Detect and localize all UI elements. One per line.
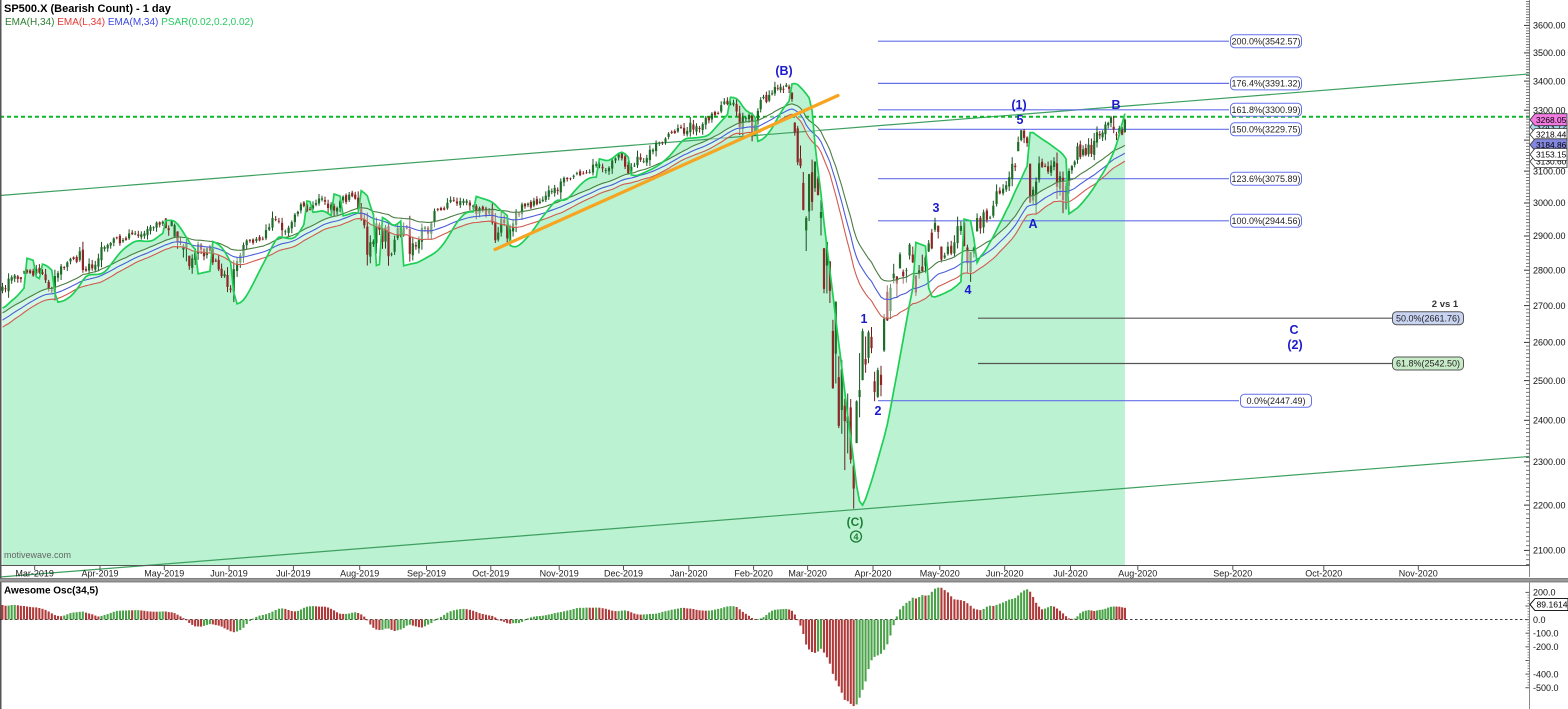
svg-text:1: 1 xyxy=(861,312,868,326)
svg-text:3243.72: 3243.72 xyxy=(1536,122,1567,132)
svg-text:2600.00: 2600.00 xyxy=(1533,338,1566,348)
svg-text:61.8%(2542.50): 61.8%(2542.50) xyxy=(1396,359,1460,369)
svg-text:Feb-2020: Feb-2020 xyxy=(734,569,773,579)
svg-text:Dec-2019: Dec-2019 xyxy=(604,569,643,579)
svg-text:May-2019: May-2019 xyxy=(144,569,184,579)
svg-text:-400.0: -400.0 xyxy=(1533,669,1559,679)
svg-text:(1): (1) xyxy=(1011,98,1026,112)
svg-text:3130.60: 3130.60 xyxy=(1536,157,1567,167)
svg-text:3153.15: 3153.15 xyxy=(1536,150,1567,160)
svg-text:2700.00: 2700.00 xyxy=(1533,301,1566,311)
svg-text:Jul-2019: Jul-2019 xyxy=(276,569,311,579)
svg-text:Oct-2019: Oct-2019 xyxy=(472,569,509,579)
svg-text:2: 2 xyxy=(875,404,882,418)
svg-text:Jun-2019: Jun-2019 xyxy=(210,569,248,579)
svg-text:Nov-2020: Nov-2020 xyxy=(1399,569,1438,579)
svg-text:176.4%(3391.32): 176.4%(3391.32) xyxy=(1231,79,1300,89)
svg-text:4: 4 xyxy=(853,532,858,542)
svg-text:Jan-2020: Jan-2020 xyxy=(670,569,708,579)
svg-text:50.0%(2661.76): 50.0%(2661.76) xyxy=(1396,313,1460,323)
svg-text:3184.86: 3184.86 xyxy=(1536,140,1567,150)
svg-text:3600.00: 3600.00 xyxy=(1533,21,1566,31)
svg-text:161.8%(3300.99): 161.8%(3300.99) xyxy=(1231,105,1300,115)
svg-text:100.0%(2944.56): 100.0%(2944.56) xyxy=(1231,216,1300,226)
svg-text:(B): (B) xyxy=(775,64,792,78)
svg-text:C: C xyxy=(1289,323,1298,337)
svg-text:-100.0: -100.0 xyxy=(1533,628,1559,638)
svg-text:3: 3 xyxy=(933,201,940,215)
svg-text:0.0%(2447.49): 0.0%(2447.49) xyxy=(1246,396,1305,406)
svg-text:2200.00: 2200.00 xyxy=(1533,500,1566,510)
svg-text:(2): (2) xyxy=(1287,338,1302,352)
svg-text:Awesome Osc(34,5): Awesome Osc(34,5) xyxy=(4,586,98,597)
svg-text:3100.00: 3100.00 xyxy=(1533,166,1566,176)
svg-text:Mar-2019: Mar-2019 xyxy=(15,569,54,579)
svg-text:Aug-2019: Aug-2019 xyxy=(340,569,379,579)
svg-text:5: 5 xyxy=(1017,113,1024,127)
svg-text:Apr-2020: Apr-2020 xyxy=(854,569,891,579)
svg-text:Jul-2020: Jul-2020 xyxy=(1053,569,1088,579)
svg-text:3300.00: 3300.00 xyxy=(1533,105,1566,115)
svg-text:2300.00: 2300.00 xyxy=(1533,457,1566,467)
svg-text:3000.00: 3000.00 xyxy=(1533,198,1566,208)
svg-text:123.6%(3075.89): 123.6%(3075.89) xyxy=(1231,174,1300,184)
svg-text:A: A xyxy=(1028,217,1037,231)
svg-text:Jun-2020: Jun-2020 xyxy=(986,569,1024,579)
svg-text:EMA(H,34) EMA(L,34) EMA(M,34): EMA(H,34) EMA(L,34) EMA(M,34) PSAR(0.02,… xyxy=(5,17,253,28)
svg-text:May-2020: May-2020 xyxy=(920,569,960,579)
svg-text:2800.00: 2800.00 xyxy=(1533,265,1566,275)
svg-text:Sep-2020: Sep-2020 xyxy=(1213,569,1252,579)
svg-text:Nov-2019: Nov-2019 xyxy=(540,569,579,579)
svg-text:SP500.X (Bearish Count) - 1 da: SP500.X (Bearish Count) - 1 day xyxy=(4,3,172,15)
svg-text:200.0: 200.0 xyxy=(1533,588,1556,598)
svg-text:2400.00: 2400.00 xyxy=(1533,416,1566,426)
svg-text:2500.00: 2500.00 xyxy=(1533,376,1566,386)
svg-text:Mar-2020: Mar-2020 xyxy=(788,569,827,579)
svg-text:200.0%(3542.57): 200.0%(3542.57) xyxy=(1231,36,1300,46)
svg-text:2100.00: 2100.00 xyxy=(1533,546,1566,556)
svg-text:3400.00: 3400.00 xyxy=(1533,76,1566,86)
svg-text:motivewave.com: motivewave.com xyxy=(4,550,71,560)
svg-text:3268.05: 3268.05 xyxy=(1536,115,1567,125)
svg-text:(C): (C) xyxy=(847,515,864,529)
svg-text:0.0: 0.0 xyxy=(1533,615,1546,625)
svg-text:4: 4 xyxy=(965,283,972,297)
svg-text:Aug-2020: Aug-2020 xyxy=(1118,569,1157,579)
svg-text:Apr-2019: Apr-2019 xyxy=(81,569,118,579)
svg-text:Oct-2020: Oct-2020 xyxy=(1305,569,1342,579)
svg-text:2 vs 1: 2 vs 1 xyxy=(1432,299,1459,310)
svg-text:-500.0: -500.0 xyxy=(1533,683,1559,693)
svg-text:-200.0: -200.0 xyxy=(1533,642,1559,652)
svg-text:3500.00: 3500.00 xyxy=(1533,48,1566,58)
svg-text:B: B xyxy=(1111,98,1120,112)
svg-text:Sep-2019: Sep-2019 xyxy=(407,569,446,579)
svg-text:3218.44: 3218.44 xyxy=(1536,130,1567,140)
svg-text:2900.00: 2900.00 xyxy=(1533,231,1566,241)
svg-text:89.16144: 89.16144 xyxy=(1537,600,1568,610)
svg-text:150.0%(3229.75): 150.0%(3229.75) xyxy=(1231,125,1300,135)
